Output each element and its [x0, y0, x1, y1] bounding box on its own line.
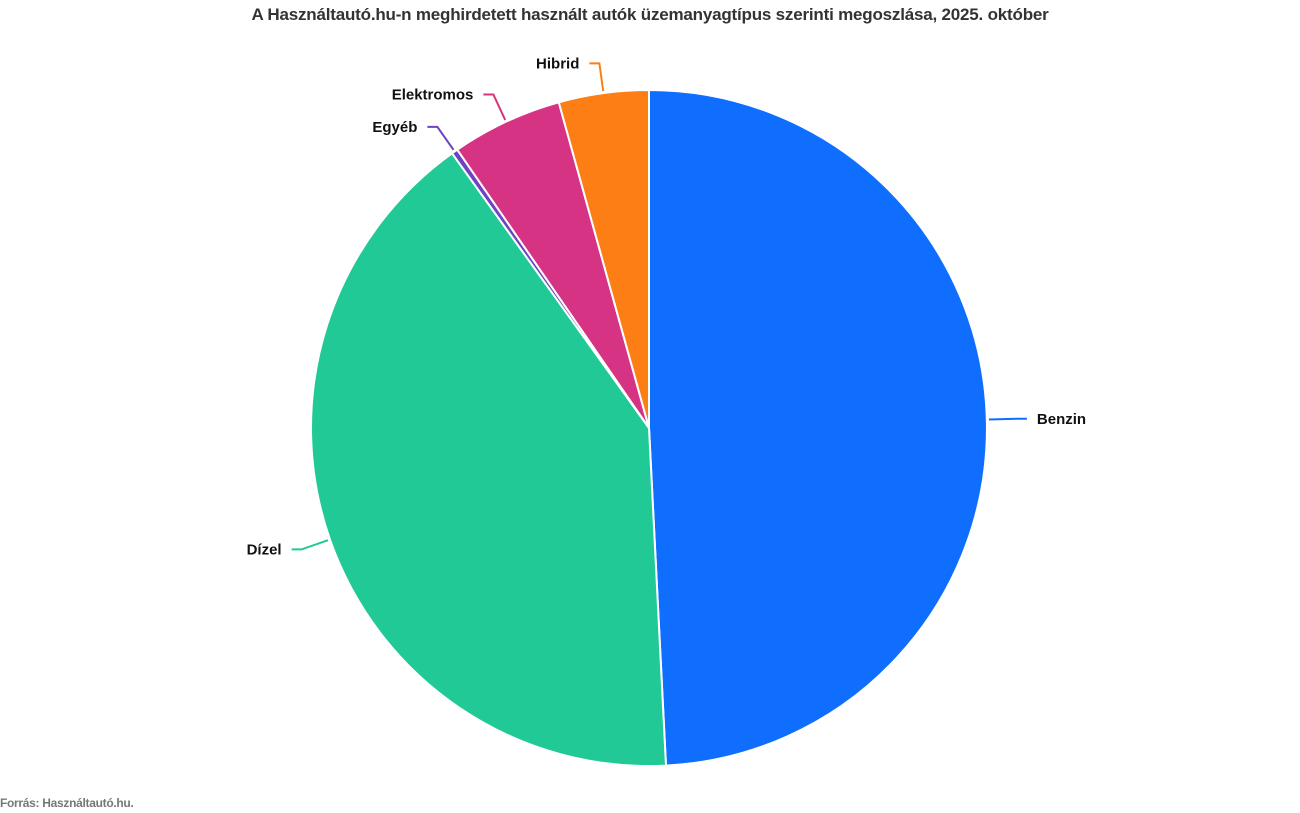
pie-slice-hibrid [557, 89, 650, 429]
pie-connector-elektromos [483, 93, 507, 121]
pie-slice-benzin [648, 89, 988, 767]
pie-label-benzin: Benzin [1037, 411, 1086, 428]
pie-label-egyeb: Egyéb [372, 119, 417, 136]
pie-label-elektromos: Elektromos [392, 87, 474, 104]
pie-slices [310, 89, 988, 767]
pie-label-hibrid: Hibrid [536, 55, 579, 72]
pie-connector-egyeb [427, 125, 455, 151]
source-note: Forrás: Használtautó.hu. [0, 796, 134, 810]
pie-connector-hibrid [589, 62, 605, 92]
pie-labels: Benzin Dízel Egyéb Elektromos Hibrid [247, 55, 1086, 558]
pie-label-dizel: Dízel [247, 541, 282, 558]
pie-connector-benzin [988, 417, 1027, 421]
pie-slice-dizel [310, 152, 667, 767]
pie-connector-dizel [291, 539, 329, 551]
chart-title: A Használtautó.hu-n meghirdetett használ… [251, 5, 1049, 24]
